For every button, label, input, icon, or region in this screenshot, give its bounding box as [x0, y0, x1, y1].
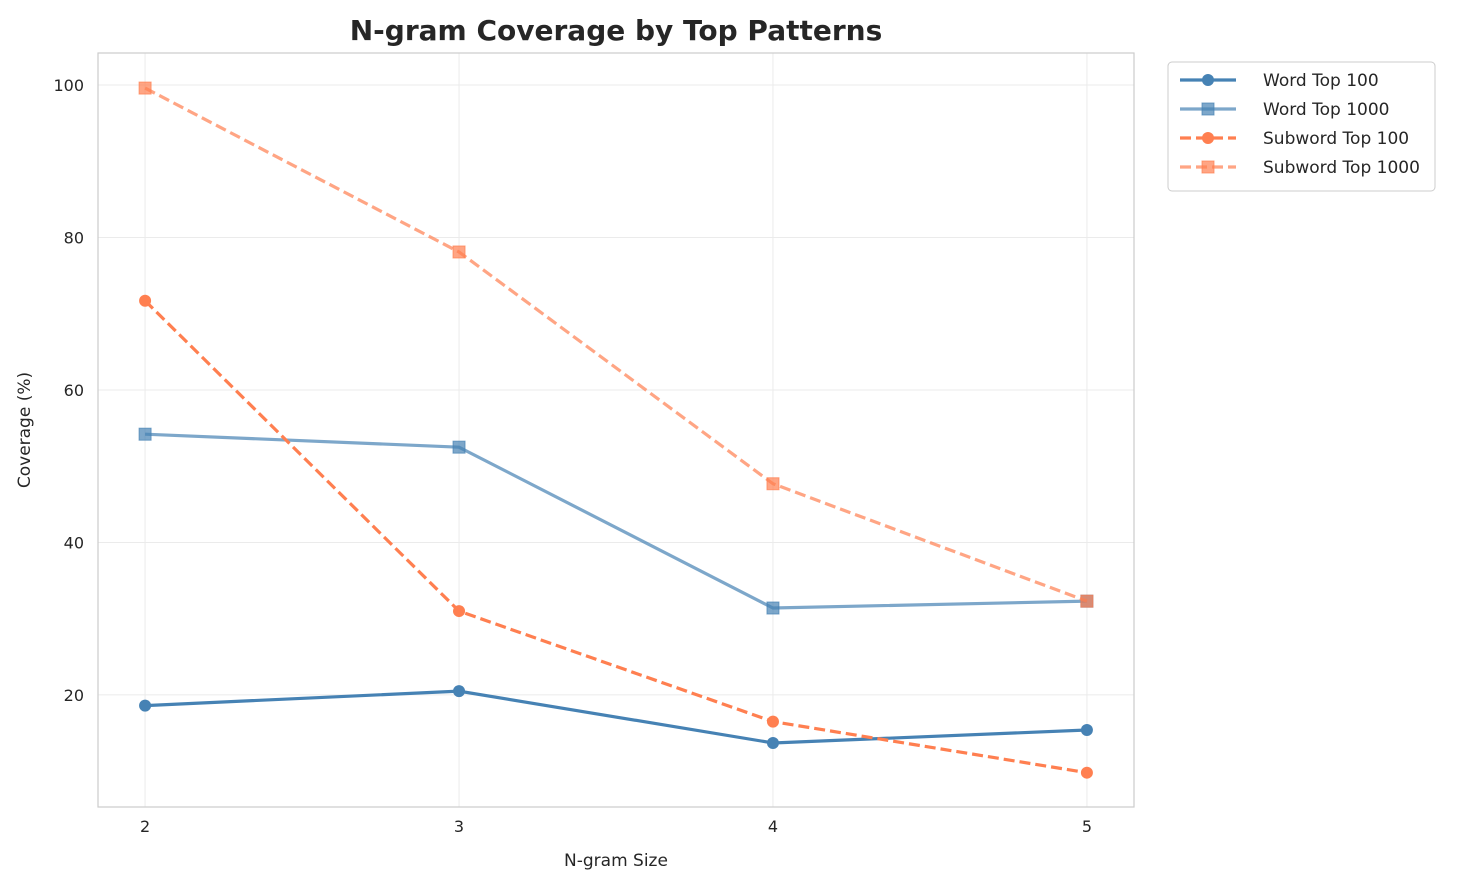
y-axis-label: Coverage (%): [15, 372, 35, 488]
series-line: [143, 299, 1088, 775]
data-point: [1080, 594, 1094, 608]
legend-marker: [1201, 102, 1215, 116]
data-point: [453, 605, 466, 618]
legend: Word Top 100 Word Top 1000 Subword Top 100…: [1167, 61, 1436, 192]
y-tick-label: 40: [64, 533, 84, 552]
x-tick-label: 2: [140, 817, 150, 836]
legend-item: Subword Top 100: [1180, 129, 1409, 149]
chart-title: N-gram Coverage by Top Patterns: [350, 14, 883, 47]
y-tick-label: 60: [64, 381, 84, 400]
data-point: [453, 685, 466, 698]
series-line: [145, 432, 1087, 610]
legend-item: Word Top 1000: [1180, 100, 1389, 120]
data-point: [452, 440, 466, 454]
legend-label: Subword Top 100: [1263, 129, 1409, 149]
tick-labels: 2 3 4 5 20 40 60 80 100: [53, 76, 1092, 836]
series-subword-top-100: [139, 294, 1093, 779]
legend-label: Word Top 1000: [1263, 100, 1389, 120]
series-word-top-100: [139, 685, 1093, 749]
plot-frame: [97, 52, 1135, 808]
data-point: [766, 601, 780, 615]
series-group: [138, 81, 1094, 779]
x-tick-label: 5: [1082, 817, 1092, 836]
data-point: [1080, 766, 1093, 779]
series-line: [145, 689, 1087, 745]
series-subword-top-1000: [138, 81, 1094, 608]
legend-item: Word Top 100: [1180, 71, 1379, 91]
legend-label: Subword Top 1000: [1263, 158, 1420, 178]
x-tick-label: 4: [768, 817, 778, 836]
x-axis-label: N-gram Size: [564, 851, 668, 871]
data-point: [138, 427, 152, 441]
x-tick-label: 3: [454, 817, 464, 836]
y-tick-label: 100: [53, 76, 84, 95]
data-point: [1080, 723, 1093, 736]
data-point: [452, 245, 466, 259]
data-point: [766, 715, 779, 728]
data-point: [766, 477, 780, 491]
data-point: [139, 294, 152, 307]
y-tick-label: 80: [64, 228, 84, 247]
series-line: [144, 86, 1088, 603]
data-point: [139, 699, 152, 712]
series-word-top-1000: [138, 427, 1094, 615]
grid: [98, 53, 1134, 807]
data-point: [138, 81, 152, 95]
data-point: [766, 736, 779, 749]
legend-marker: [1202, 132, 1214, 144]
legend-item: Subword Top 1000: [1180, 158, 1420, 178]
legend-marker: [1202, 74, 1214, 86]
legend-marker: [1201, 160, 1215, 174]
legend-label: Word Top 100: [1263, 71, 1379, 91]
y-tick-label: 20: [64, 686, 84, 705]
